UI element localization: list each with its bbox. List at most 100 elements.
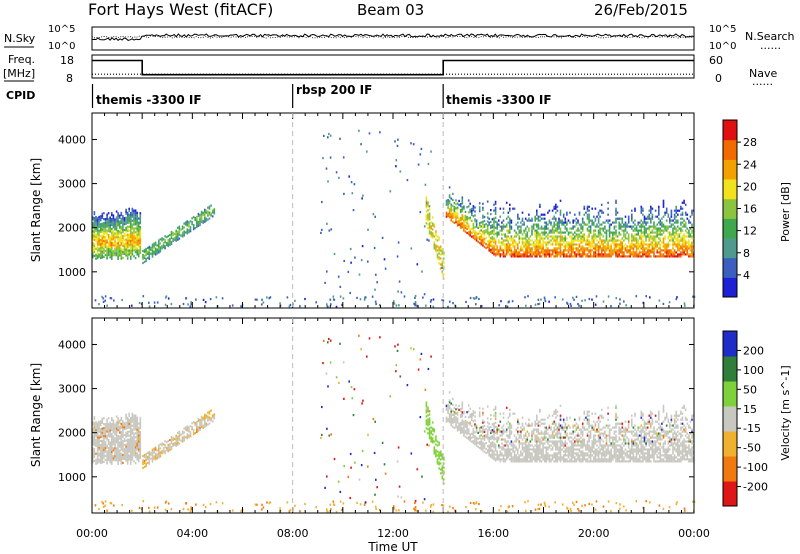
power-cell [103, 255, 105, 258]
velocity-cell [496, 438, 498, 441]
power-cell [621, 255, 624, 258]
power-cell [120, 211, 123, 215]
power-cell [139, 220, 142, 223]
velocity-cell [453, 420, 456, 424]
power-cell [130, 247, 132, 250]
power-cell [136, 235, 138, 238]
power-cell [619, 225, 622, 228]
velocity-cell [139, 431, 142, 434]
power-cell [604, 231, 606, 234]
power-cell [658, 211, 660, 214]
power-cell [480, 235, 483, 238]
power-cell [125, 240, 127, 243]
power-cell [467, 233, 470, 236]
velocity-cell [458, 426, 460, 429]
power-cell [111, 241, 113, 244]
velocity-cell [526, 438, 529, 441]
velocity-cell [134, 446, 137, 449]
velocity-cell [184, 428, 187, 431]
power-cell [101, 226, 104, 229]
velocity-cell [118, 459, 121, 462]
power-cell [123, 221, 126, 224]
power-cell [472, 215, 475, 218]
power-cell [137, 227, 140, 230]
power-cell [461, 206, 464, 209]
power-cell [493, 245, 495, 248]
velocity-cell [447, 417, 449, 421]
power-cell [556, 231, 559, 234]
velocity-cell [480, 448, 483, 451]
power-cell [184, 221, 187, 224]
power-cell [120, 237, 123, 240]
power-cell [624, 255, 627, 258]
power-cell [691, 213, 693, 216]
velocity-cell [139, 452, 142, 456]
power-cell [128, 249, 130, 252]
power-cell [204, 216, 206, 219]
velocity-cell [523, 456, 525, 459]
power-cell [507, 215, 510, 218]
power-cell [619, 251, 622, 254]
velocity-cell [101, 453, 104, 456]
power-cell [339, 285, 342, 288]
velocity-cell [523, 442, 525, 445]
velocity-cell [521, 444, 524, 447]
power-cell [619, 217, 622, 220]
power-cell [610, 223, 612, 226]
velocity-cell [133, 448, 135, 451]
power-cell [640, 235, 643, 238]
power-cell [670, 237, 673, 240]
power-cell [133, 249, 135, 252]
power-cell [488, 217, 490, 220]
velocity-cell [483, 436, 486, 439]
velocity-cell [453, 414, 456, 418]
velocity-cell [112, 447, 115, 450]
velocity-cell [130, 458, 132, 461]
velocity-cell [109, 447, 111, 450]
power-cell [208, 207, 211, 210]
velocity-cell [122, 449, 124, 453]
velocity-cell [518, 460, 521, 463]
power-cell [483, 215, 486, 219]
velocity-cell [488, 426, 490, 429]
velocity-cell [204, 415, 206, 418]
power-cell [466, 206, 468, 209]
velocity-cell [134, 422, 137, 425]
power-cell [199, 223, 201, 226]
velocity-cell [542, 458, 544, 461]
power-cell [207, 214, 209, 217]
power-cell [518, 217, 521, 220]
power-cell [131, 223, 134, 226]
power-cell [559, 211, 562, 214]
velocity-cell [540, 432, 543, 435]
velocity-cell [529, 440, 532, 443]
power-cell [648, 229, 651, 232]
velocity-cell [502, 454, 505, 457]
velocity-cell [96, 432, 99, 435]
velocity-cell [150, 451, 152, 454]
velocity-cell [118, 435, 121, 438]
power-cell [505, 237, 508, 240]
power-cell [396, 255, 399, 258]
power-cell [96, 241, 99, 244]
power-cell [548, 249, 551, 252]
power-cell [128, 229, 130, 232]
power-cell [131, 249, 134, 252]
velocity-cell [450, 414, 452, 417]
velocity-cell [448, 413, 451, 416]
power-cell [469, 210, 471, 213]
velocity-cell [92, 437, 94, 440]
power-cell [93, 221, 96, 224]
power-cell [98, 303, 100, 306]
power-cell [526, 239, 529, 242]
power-cell [634, 227, 636, 230]
power-cell [574, 235, 576, 238]
power-cell [670, 215, 673, 218]
power-cell [178, 237, 181, 240]
power-cell [627, 219, 630, 222]
velocity-cell [117, 443, 119, 446]
power-cell [279, 302, 281, 305]
power-cell [99, 223, 102, 226]
velocity-cell [158, 444, 160, 447]
power-cell [594, 207, 597, 210]
